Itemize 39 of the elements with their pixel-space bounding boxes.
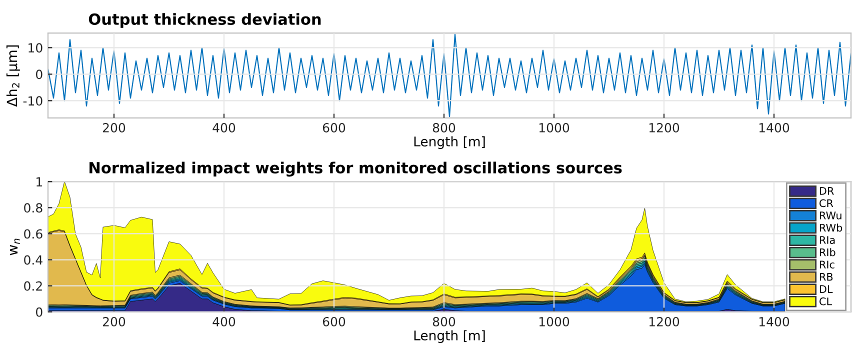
x-tick-label: 400 [212, 123, 236, 132]
y-tick-label: 0.6 [24, 229, 42, 239]
legend-label: DL [820, 285, 833, 293]
x-tick-label: 800 [432, 316, 456, 326]
y-axis-title: w$_{n}$ [10, 238, 20, 256]
chart-title: Output thickness deviation [88, 13, 321, 28]
y-tick-label: 0.8 [24, 203, 42, 213]
legend-label: RB [820, 273, 833, 281]
legend-label: CR [820, 199, 834, 208]
chart-title: Normalized impact weights for monitored oscillations sources [90, 162, 622, 177]
legend-label: RIc [820, 260, 834, 268]
y-tick-label: 10 [28, 43, 42, 53]
legend-label: RIa [820, 236, 835, 244]
y-tick-label: 0 [36, 307, 42, 317]
x-tick-label: 1400 [759, 316, 790, 326]
legend-label: CL [820, 297, 832, 306]
x-axis-title: Length [m] [414, 330, 485, 343]
y-tick-label: 0.4 [24, 255, 42, 265]
x-tick-label: 1000 [539, 316, 570, 326]
y-tick-label: 0.2 [24, 281, 42, 291]
x-axis-title: Length [m] [414, 136, 485, 150]
x-tick-label: 600 [322, 123, 346, 132]
x-tick-label: 400 [212, 316, 236, 326]
x-tick-label: 1000 [539, 123, 570, 132]
y-tick-label: 1 [36, 177, 42, 186]
y-axis-title: Δh$_{2}$ [μm] [6, 45, 20, 107]
x-tick-label: 1200 [649, 123, 680, 132]
y-tick-label: 0 [36, 70, 42, 80]
x-tick-label: 200 [102, 123, 126, 132]
x-tick-label: 1400 [759, 123, 790, 132]
x-tick-label: 800 [432, 123, 456, 132]
x-tick-label: 1200 [649, 316, 680, 326]
x-tick-label: 600 [322, 316, 346, 326]
legend-label: RWb [820, 224, 842, 232]
legend-label: DR [820, 187, 834, 195]
x-tick-label: 200 [102, 316, 126, 326]
legend-label: RIb [820, 248, 836, 256]
y-tick-label: -10 [23, 96, 42, 106]
legend-label: RWu [820, 212, 842, 220]
